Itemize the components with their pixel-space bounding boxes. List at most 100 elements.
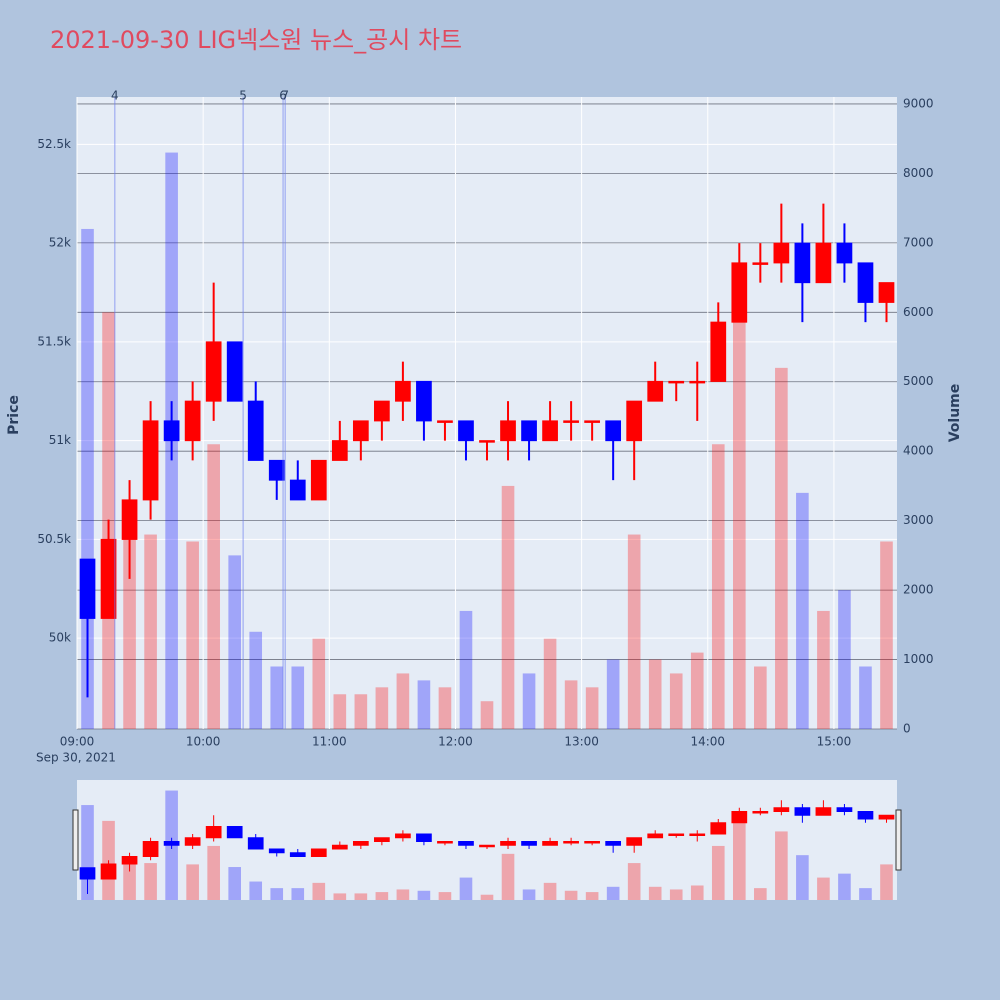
x-date-label: Sep 30, 2021 — [36, 751, 116, 765]
volume-bar — [480, 701, 494, 729]
x-tick-label: 15:00 — [817, 735, 852, 749]
candle-body — [773, 242, 790, 264]
slider-candle-body — [647, 833, 664, 839]
volume-bar — [838, 590, 851, 729]
x-tick-label: 12:00 — [438, 735, 473, 749]
slider-candle-body — [563, 841, 579, 844]
candle-body — [458, 420, 474, 442]
volume-bar — [859, 666, 872, 729]
x-tick-label: 11:00 — [312, 735, 347, 749]
slider-volume-bar — [354, 893, 368, 900]
candle-body — [857, 262, 874, 303]
y2-tick-label: 9000 — [903, 96, 934, 110]
slider-volume-bar — [186, 864, 199, 900]
volume-bar — [543, 638, 557, 729]
candle-body — [794, 242, 811, 284]
slider-volume-bar — [754, 888, 767, 900]
slider-volume-bar — [648, 886, 662, 900]
candle-body — [205, 341, 222, 402]
y2-tick-label: 7000 — [903, 235, 934, 249]
slider-volume-bar — [480, 894, 494, 900]
x-tick-label: 14:00 — [690, 735, 725, 749]
slider-volume-bar — [333, 893, 347, 900]
volume-bar — [564, 680, 578, 729]
volume-bar — [690, 652, 704, 729]
slider-volume-bar — [627, 863, 641, 900]
slider-volume-bar — [859, 888, 872, 900]
volume-bar — [796, 492, 809, 729]
slider-candle-body — [79, 867, 96, 880]
slider-candle-body — [668, 833, 685, 836]
candle-body — [268, 459, 285, 481]
candle-body — [731, 262, 748, 323]
candle-body — [416, 380, 432, 422]
annotation-label: 7 — [281, 89, 289, 103]
volume-bar — [585, 687, 599, 729]
y2-axis-title: Volume — [947, 384, 963, 443]
candle-body — [121, 499, 138, 540]
volume-bar — [711, 444, 725, 729]
slider-volume-bar — [438, 892, 452, 900]
y-tick-label: 51.5k — [37, 334, 71, 348]
candle-body — [584, 420, 600, 423]
slider-volume-bar — [375, 892, 389, 900]
candle-body — [142, 420, 159, 501]
y2-tick-label: 0 — [903, 722, 911, 736]
candle-body — [815, 242, 832, 284]
annotation-label: 6 — [279, 89, 287, 103]
slider-candle-body — [289, 852, 306, 857]
volume-bar — [249, 631, 263, 729]
candle-body — [563, 420, 579, 423]
slider-volume-bar — [291, 888, 305, 900]
candle-body — [689, 380, 706, 384]
slider-volume-bar — [669, 889, 683, 900]
slider-candle-body — [815, 807, 832, 816]
volume-bar — [144, 534, 157, 729]
slider-volume-bar — [501, 853, 515, 900]
slider-candle-body — [857, 811, 874, 820]
candle-body — [605, 420, 622, 442]
candle-body — [878, 282, 895, 303]
slider-candle-body — [689, 833, 706, 836]
candle-body — [500, 420, 516, 442]
slider-candle-body — [268, 848, 285, 854]
slider-volume-bar — [144, 863, 157, 900]
candle-body — [752, 262, 769, 265]
slider-candle-body — [584, 841, 600, 844]
slider-volume-bar — [228, 867, 241, 900]
volume-bar — [207, 444, 220, 729]
slider-candle-body — [163, 841, 180, 846]
slider-volume-bar — [817, 877, 830, 900]
y2-tick-label: 2000 — [903, 583, 934, 597]
slider-volume-bar — [522, 889, 536, 900]
slider-candle-body — [479, 844, 495, 848]
slider-volume-bar — [775, 831, 788, 900]
slider-candle-body — [542, 841, 558, 846]
volume-bar — [333, 694, 347, 729]
candle-body — [668, 380, 685, 384]
candle-body — [331, 440, 348, 461]
slider-volume-bar — [249, 881, 263, 900]
slider-volume-bar — [459, 877, 473, 900]
y2-tick-label: 5000 — [903, 374, 934, 388]
volume-bar — [438, 687, 452, 729]
y-tick-label: 50k — [49, 631, 71, 645]
slider-volume-bar — [733, 812, 746, 900]
slider-candle-body — [100, 863, 117, 880]
y-tick-label: 51k — [49, 433, 71, 447]
volume-bar — [817, 610, 830, 729]
slider-volume-bar — [880, 864, 893, 900]
slider-candle-body — [205, 826, 222, 839]
slider-candle-body — [331, 844, 348, 850]
slider-candle-body — [794, 807, 811, 816]
annotation-label: 4 — [111, 89, 119, 103]
slider-volume-bar — [270, 888, 284, 900]
candle-body — [395, 380, 411, 402]
candle-body — [836, 242, 853, 264]
candle-body — [542, 420, 558, 442]
candle-body — [710, 321, 727, 382]
candle-body — [184, 400, 201, 442]
volume-bar — [186, 541, 199, 729]
candle-body — [247, 400, 264, 461]
